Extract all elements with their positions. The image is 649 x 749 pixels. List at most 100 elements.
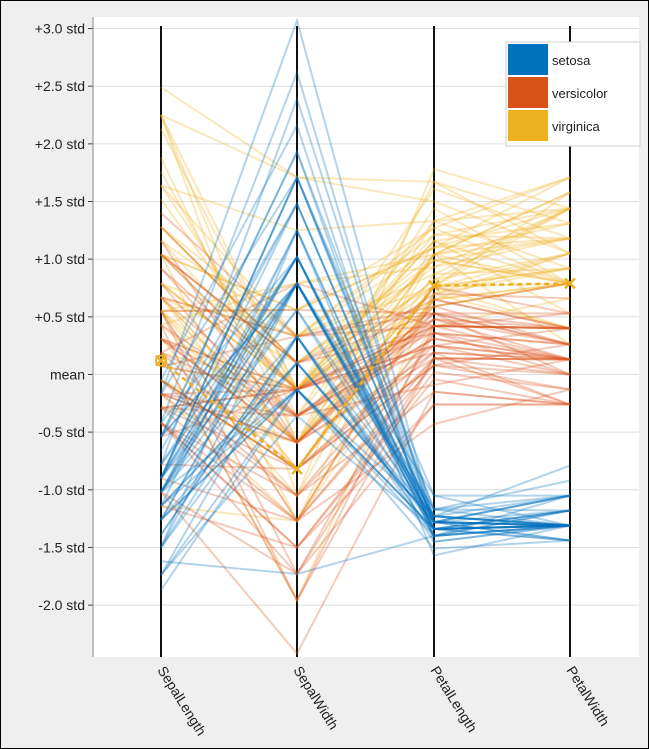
legend-swatch-setosa [508, 44, 548, 75]
series-line-versicolor [160, 240, 571, 445]
series-line-versicolor [160, 226, 571, 365]
series-line-versicolor [160, 358, 571, 418]
series-line-setosa [160, 387, 571, 576]
series-line-setosa [160, 361, 571, 542]
series-line-setosa [160, 281, 571, 527]
series-line-virginica [160, 222, 571, 445]
series-line-versicolor [160, 331, 571, 497]
series-line-setosa [160, 334, 571, 536]
legend-swatch-versicolor [508, 77, 548, 108]
y-tick-label: -0.5 std [38, 424, 85, 440]
series-line-virginica [160, 285, 571, 444]
series-line-versicolor [160, 253, 571, 365]
series-line-setosa [160, 201, 571, 527]
series-line-versicolor [160, 371, 571, 549]
series-line-versicolor [160, 312, 571, 444]
series-line-setosa [160, 334, 571, 543]
series-line-setosa [160, 122, 571, 543]
series-means [155, 277, 576, 475]
series-line-versicolor [160, 253, 571, 391]
series-line-setosa [160, 281, 571, 524]
series-line-virginica [160, 297, 571, 522]
series-line-setosa [160, 334, 571, 576]
series-line-setosa [160, 254, 571, 527]
series-line-setosa [160, 281, 571, 527]
series-line-virginica [160, 239, 571, 524]
series-line-virginica [160, 207, 571, 391]
mean-marker-virginica [564, 277, 576, 290]
series-line-virginica [160, 171, 571, 418]
series-line-setosa [160, 388, 571, 527]
series-line-setosa [160, 174, 571, 524]
series-line-versicolor [160, 364, 571, 471]
series-line-setosa [160, 227, 571, 542]
series-line-versicolor [160, 344, 571, 396]
series-line-versicolor [160, 390, 571, 497]
series-line-versicolor [160, 212, 571, 346]
y-tick-label: +2.0 std [35, 136, 85, 152]
series-line-virginica [160, 253, 571, 498]
series-line-setosa [160, 174, 571, 527]
series-line-virginica [160, 282, 571, 391]
series-line-virginica [160, 207, 571, 338]
series-line-setosa [160, 334, 571, 537]
y-tick-label: +3.0 std [35, 21, 85, 37]
mean-marker-virginica [291, 463, 303, 475]
series-line-versicolor [160, 267, 571, 418]
series-line-versicolor [160, 343, 571, 471]
series-line-virginica [160, 184, 571, 392]
series-line-versicolor [160, 267, 571, 391]
legend-label-versicolor: versicolor [552, 86, 608, 101]
series-line-setosa [160, 509, 571, 576]
series-line-setosa [160, 281, 571, 548]
series-line-setosa [160, 361, 571, 549]
series-line-setosa [160, 281, 571, 527]
x-axis-label: SepalWidth [290, 663, 342, 732]
y-tick-label: -1.5 std [38, 539, 85, 555]
series-line-versicolor [160, 364, 571, 523]
series-line-virginica [160, 267, 571, 471]
series-line-setosa [160, 388, 571, 531]
series-line-versicolor [160, 351, 571, 409]
mean-line-virginica [160, 282, 571, 471]
series-line-versicolor [160, 324, 571, 444]
series-line-setosa [160, 281, 571, 527]
series-line-setosa [160, 175, 571, 512]
series-line-versicolor [160, 357, 571, 523]
series-line-versicolor [160, 352, 571, 603]
series-line-virginica [160, 237, 571, 445]
series-line-versicolor [160, 324, 571, 409]
series-line-versicolor [160, 378, 571, 549]
y-tick-label: +1.5 std [35, 194, 85, 210]
x-axis-label: PetalWidth [563, 663, 612, 729]
series-line-virginica [160, 176, 571, 311]
y-tick-label: mean [50, 366, 85, 382]
series-line-setosa [160, 414, 571, 576]
series-line-virginica [160, 114, 571, 499]
series-line-versicolor [160, 318, 571, 391]
series-line-setosa [160, 69, 571, 531]
series-line-virginica [160, 237, 571, 311]
series-line-virginica [160, 207, 571, 338]
series-line-versicolor [160, 357, 571, 497]
series-line-virginica [160, 207, 571, 338]
series-line-setosa [160, 201, 571, 524]
series-line-virginica [160, 86, 571, 255]
series-line-versicolor [160, 403, 570, 549]
series-line-virginica [160, 114, 571, 392]
series-line-versicolor [160, 351, 571, 471]
series-line-setosa [160, 387, 571, 591]
series-line-versicolor [160, 285, 571, 471]
series-line-setosa [160, 281, 571, 531]
series-line-setosa [160, 254, 571, 538]
series-line-setosa [160, 254, 571, 531]
y-tick-label: +0.5 std [35, 309, 85, 325]
series-line-virginica [160, 207, 571, 365]
series-line-versicolor [160, 282, 571, 354]
legend-label-virginica: virginica [552, 119, 600, 134]
x-axis-label: SepalLength [154, 663, 209, 738]
mean-marker-virginica [428, 279, 440, 292]
series-line-virginica [160, 184, 571, 338]
series-line-virginica [160, 114, 571, 225]
